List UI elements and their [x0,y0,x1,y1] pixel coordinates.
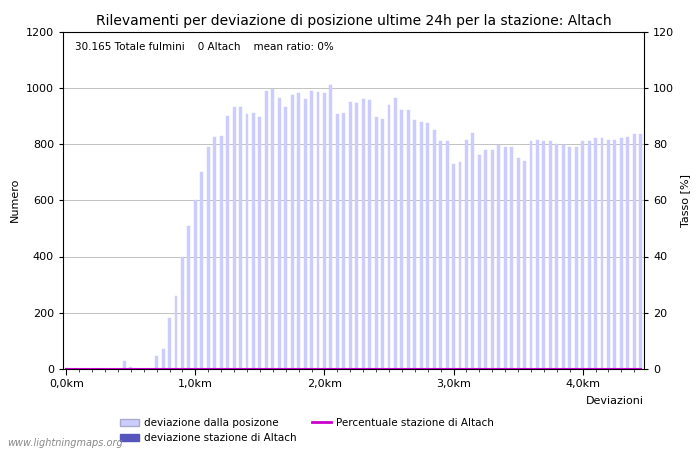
Bar [304,99,307,369]
Bar [575,147,577,369]
Bar [174,296,177,369]
Bar [123,360,126,369]
Bar [446,141,449,369]
Bar [194,200,197,369]
Bar [478,155,481,369]
Bar [594,139,597,369]
Bar [433,130,435,369]
Bar [214,137,216,369]
Bar [530,141,533,369]
Bar [562,145,565,369]
Bar [362,99,365,369]
Bar [601,139,603,369]
Bar [588,141,591,369]
Bar [504,147,507,369]
Bar [491,149,494,369]
Bar [452,164,455,369]
Text: www.lightningmaps.org: www.lightningmaps.org [7,438,122,448]
Bar [310,90,313,369]
Bar [465,140,468,369]
Bar [265,90,268,369]
Bar [458,162,461,369]
Bar [407,110,410,369]
Bar [342,113,345,369]
Bar [349,102,351,369]
Bar [162,349,164,369]
Bar [414,120,416,369]
Bar [381,119,384,369]
Bar [220,135,223,369]
Bar [226,116,229,369]
Bar [620,139,623,369]
Bar [272,89,274,369]
Bar [258,117,261,369]
Bar [549,141,552,369]
Bar [439,141,442,369]
Bar [523,161,526,369]
Bar [290,95,293,369]
Bar [200,172,203,369]
Bar [613,140,617,369]
Bar [394,98,397,369]
Bar [497,145,500,369]
Bar [510,147,513,369]
Bar [246,114,248,369]
Bar [472,133,475,369]
Bar [168,319,171,369]
Bar [130,367,132,369]
Bar [368,100,371,369]
Y-axis label: Tasso [%]: Tasso [%] [680,174,689,227]
Bar [278,98,281,369]
Bar [581,141,584,369]
Bar [536,140,539,369]
Title: Rilevamenti per deviazione di posizione ultime 24h per la stazione: Altach: Rilevamenti per deviazione di posizione … [96,14,611,27]
Bar [607,140,610,369]
Y-axis label: Numero: Numero [10,178,20,222]
Bar [155,356,158,369]
Bar [298,94,300,369]
Bar [284,108,287,369]
Bar [239,108,242,369]
Bar [484,149,487,369]
Bar [181,256,184,369]
Bar [426,123,429,369]
Text: 30.165 Totale fulmini    0 Altach    mean ratio: 0%: 30.165 Totale fulmini 0 Altach mean rati… [75,42,333,52]
Bar [626,137,629,369]
Text: Deviazioni: Deviazioni [586,396,644,406]
Bar [188,225,190,369]
Bar [323,94,326,369]
Bar [555,144,559,369]
Bar [400,110,403,369]
Bar [232,108,235,369]
Bar [316,92,319,369]
Bar [356,103,358,369]
Bar [420,122,423,369]
Bar [568,147,571,369]
Bar [330,85,332,369]
Bar [252,113,255,369]
Bar [374,117,377,369]
Bar [633,134,636,369]
Bar [542,141,545,369]
Bar [517,158,519,369]
Bar [336,114,339,369]
Bar [639,134,642,369]
Legend: deviazione dalla posizone, deviazione stazione di Altach, Percentuale stazione d: deviazione dalla posizone, deviazione st… [120,418,494,443]
Bar [206,147,210,369]
Bar [388,105,391,369]
